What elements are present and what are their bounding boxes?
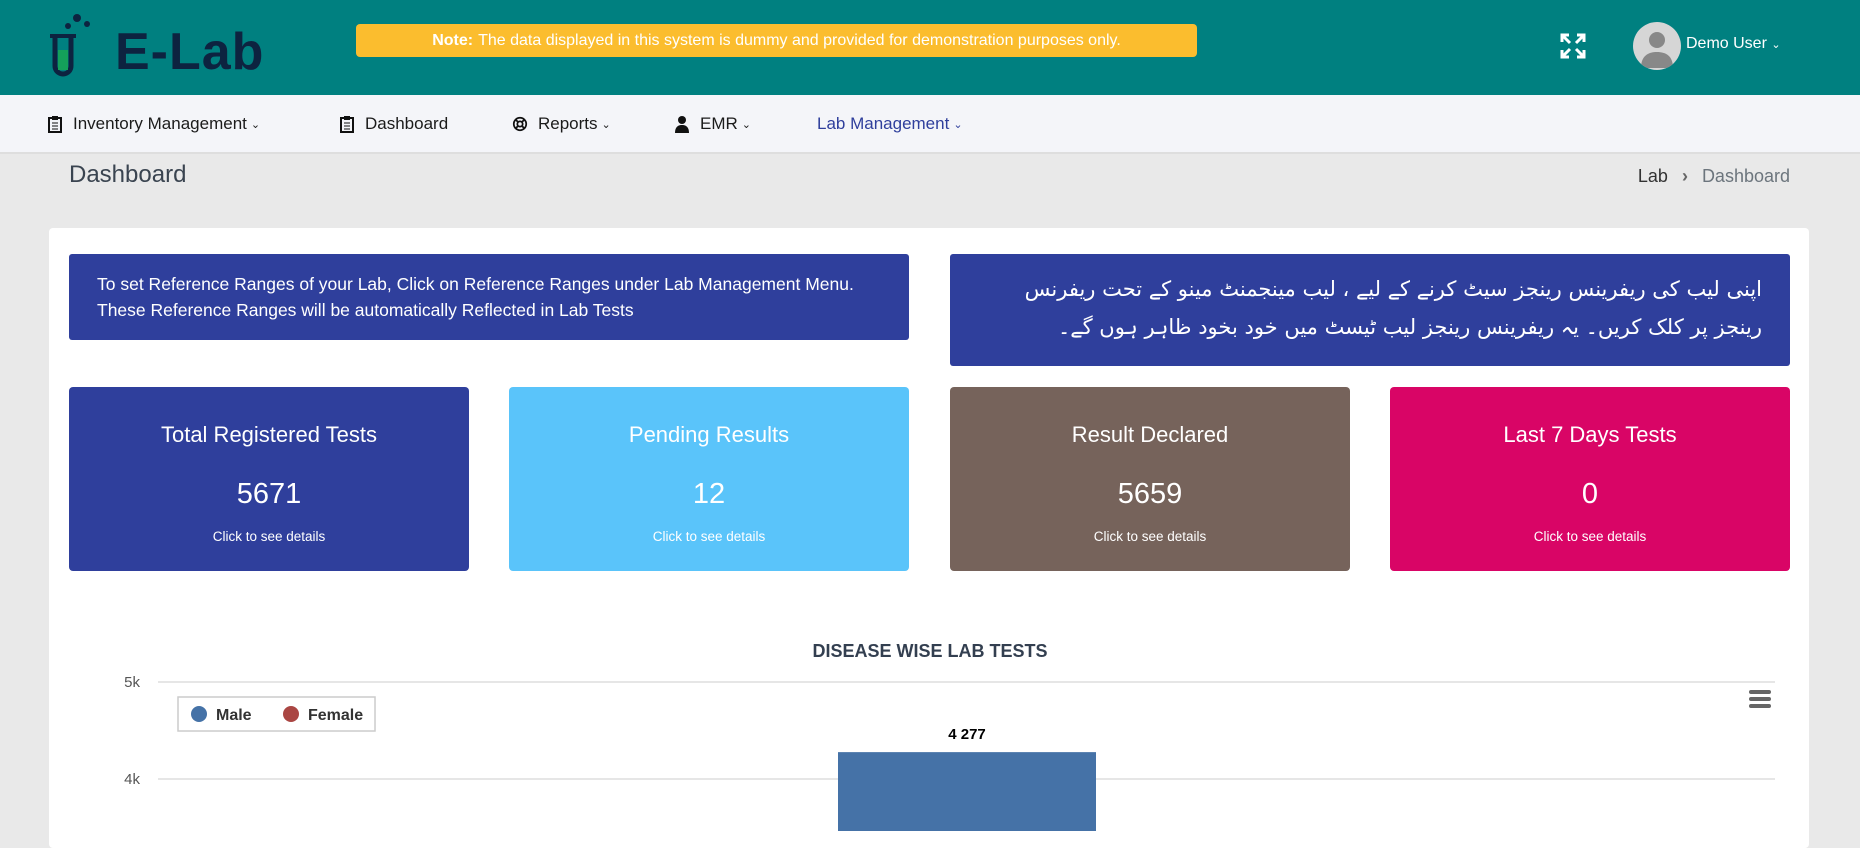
nav-label: EMR [700, 114, 738, 133]
card-link[interactable]: Click to see details [212, 529, 326, 544]
chevron-right-icon: › [1681, 166, 1688, 186]
nav-dashboard[interactable]: Dashboard [339, 114, 448, 134]
breadcrumb-current: Dashboard [1701, 166, 1790, 186]
chevron-down-icon: ⌄ [1771, 39, 1781, 51]
card-value: 5659 [1117, 478, 1183, 510]
chevron-down-icon: ⌄ [953, 118, 963, 131]
nav-lab-management[interactable]: Lab Management ⌄ [817, 114, 963, 134]
demo-note-banner: Note: The data displayed in this system i… [356, 24, 1197, 57]
fullscreen-icon[interactable] [1560, 33, 1586, 59]
card-result-declared[interactable]: Result Declared 5659 Click to see details [950, 387, 1350, 571]
clipboard-icon [48, 116, 62, 133]
nav-label: Reports [538, 114, 598, 133]
chart-title: DISEASE WISE LAB TESTS [812, 641, 1048, 661]
chevron-down-icon: ⌄ [250, 118, 261, 131]
user-icon [675, 116, 689, 133]
card-title: Result Declared [1071, 422, 1229, 447]
clipboard-icon [340, 116, 354, 133]
card-title: Total Registered Tests [160, 422, 378, 447]
nav-emr[interactable]: EMR ⌄ [674, 114, 751, 134]
avatar[interactable] [1633, 22, 1681, 70]
card-title: Last 7 Days Tests [1503, 422, 1677, 447]
note-text: The data displayed in this system is dum… [478, 31, 1121, 49]
lifebuoy-icon [512, 116, 528, 132]
main-nav: Inventory Management ⌄ Dashboard Reports ⌄… [0, 95, 1860, 154]
chart-menu-icon[interactable] [1749, 689, 1773, 709]
card-pending-results[interactable]: Pending Results 12 Click to see details [509, 387, 909, 571]
card-value: 5671 [236, 478, 302, 510]
card-link[interactable]: Click to see details [1533, 529, 1647, 544]
chevron-down-icon: ⌄ [601, 118, 611, 131]
nav-label: Dashboard [365, 114, 449, 133]
note-label: Note: [432, 31, 474, 49]
breadcrumb: Lab › Dashboard [1638, 166, 1790, 187]
info-box-urdu: اپنی لیب کی ریفرینس رینجز سیٹ کرنے کے لی… [950, 254, 1790, 366]
card-value: 0 [1581, 478, 1599, 510]
test-tube-icon [50, 14, 90, 77]
logo-text: E-Lab [115, 23, 265, 81]
nav-reports[interactable]: Reports ⌄ [512, 114, 611, 134]
nav-label: Lab Management [817, 114, 950, 133]
nav-label: Inventory Management [73, 114, 247, 133]
card-link[interactable]: Click to see details [652, 529, 766, 544]
logo[interactable] [47, 12, 297, 84]
chevron-down-icon: ⌄ [741, 118, 751, 131]
user-name: Demo User [1686, 35, 1767, 52]
info-box-english: To set Reference Ranges of your Lab, Cli… [69, 254, 909, 340]
card-link[interactable]: Click to see details [1093, 529, 1207, 544]
card-total-registered-tests[interactable]: Total Registered Tests 5671 Click to see d… [69, 387, 469, 571]
breadcrumb-lab[interactable]: Lab [1637, 166, 1668, 186]
card-value: 12 [692, 478, 726, 510]
page-title: Dashboard [69, 161, 187, 188]
top-header: E-Lab Note: The data displayed in this sy… [0, 0, 1860, 95]
card-title: Pending Results [628, 422, 790, 447]
card-last-7-days-tests[interactable]: Last 7 Days Tests 0 Click to see details [1390, 387, 1790, 571]
user-menu[interactable]: Demo User ⌄ [1686, 35, 1781, 53]
nav-inventory-management[interactable]: Inventory Management ⌄ [47, 114, 260, 134]
